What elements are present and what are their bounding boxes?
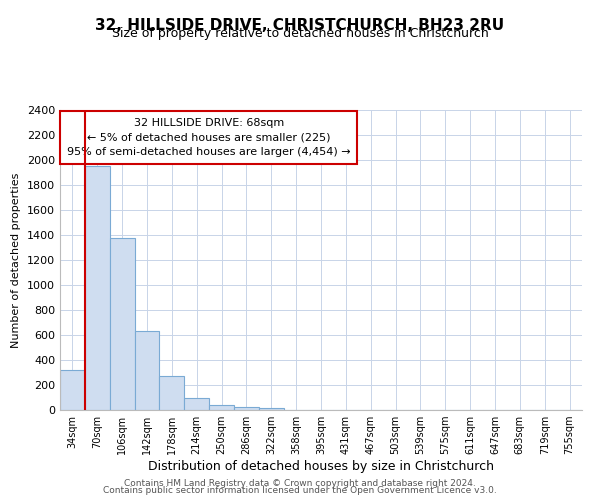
Bar (110, 238, 134, 410)
Bar (60, 370, 85, 410)
Bar (234, 407, 259, 410)
Bar (184, 398, 209, 410)
Text: Size of property relative to detached houses in Christchurch: Size of property relative to detached ho… (112, 28, 488, 40)
Text: 32 HILLSIDE DRIVE: 68sqm
← 5% of detached houses are smaller (225)
95% of semi-d: 32 HILLSIDE DRIVE: 68sqm ← 5% of detache… (67, 118, 350, 157)
Bar (85, 166, 110, 410)
X-axis label: Distribution of detached houses by size in Christchurch: Distribution of detached houses by size … (148, 460, 494, 473)
Bar (259, 408, 284, 410)
Y-axis label: Number of detached properties: Number of detached properties (11, 172, 22, 348)
Text: Contains HM Land Registry data © Crown copyright and database right 2024.: Contains HM Land Registry data © Crown c… (124, 478, 476, 488)
Text: Contains public sector information licensed under the Open Government Licence v3: Contains public sector information licen… (103, 486, 497, 495)
Bar (134, 331, 160, 410)
Bar (160, 376, 184, 410)
Bar (209, 405, 234, 410)
Text: 32, HILLSIDE DRIVE, CHRISTCHURCH, BH23 2RU: 32, HILLSIDE DRIVE, CHRISTCHURCH, BH23 2… (95, 18, 505, 32)
